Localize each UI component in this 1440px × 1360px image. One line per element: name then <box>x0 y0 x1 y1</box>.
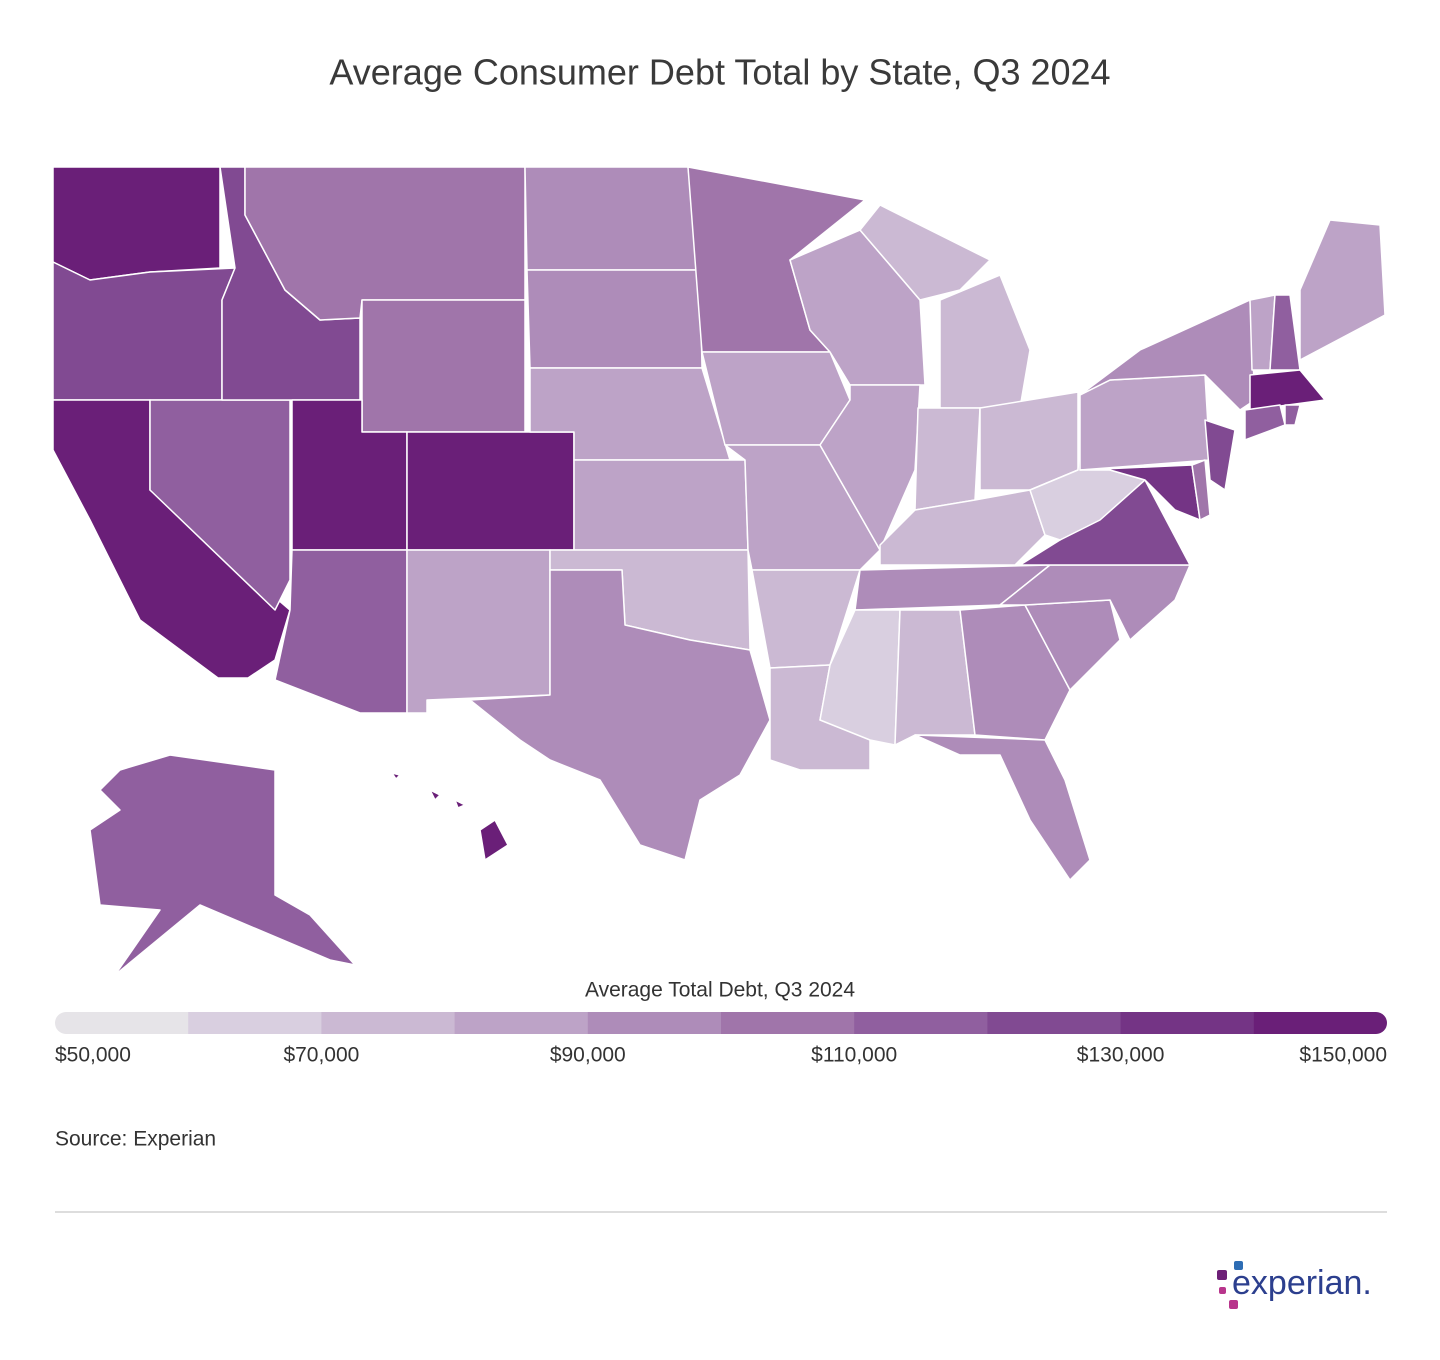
state <box>1244 404 1286 441</box>
legend-swatch <box>587 1012 722 1034</box>
legend-tick-label: $90,000 <box>550 1044 626 1067</box>
state <box>526 269 703 369</box>
chart-title: Average Consumer Debt Total by State, Q3… <box>329 52 1110 93</box>
legend-swatch <box>321 1012 456 1034</box>
logo-text: experian. <box>1232 1264 1372 1302</box>
state <box>1191 459 1211 521</box>
logo-dot <box>1234 1261 1243 1270</box>
state <box>914 407 981 511</box>
legend-swatch <box>1120 1012 1255 1034</box>
state <box>52 166 221 281</box>
state <box>1269 294 1301 371</box>
state <box>979 391 1079 491</box>
legend-swatch <box>854 1012 988 1034</box>
legend-swatch <box>55 1012 189 1034</box>
state <box>244 166 526 321</box>
legend-swatch <box>1253 1012 1387 1034</box>
state <box>1249 369 1326 411</box>
state <box>1204 419 1236 491</box>
state <box>859 204 1031 409</box>
legend: $50,000 $70,000 $90,000 $110,000 $130,000 $15… <box>55 1012 1387 1067</box>
legend-swatch <box>188 1012 322 1034</box>
legend-swatch <box>454 1012 589 1034</box>
state <box>894 609 976 746</box>
state <box>914 734 1091 881</box>
legend-swatch <box>987 1012 1122 1034</box>
state <box>274 549 408 714</box>
legend-tick-label: $70,000 <box>283 1044 359 1067</box>
state <box>701 351 851 446</box>
legend-tick-label: $50,000 <box>55 1044 131 1067</box>
legend-tick-label: $110,000 <box>811 1044 897 1067</box>
state <box>1284 404 1301 426</box>
legend-tick-label: $150,000 <box>1299 1044 1387 1067</box>
state <box>1299 219 1386 361</box>
legend-bar <box>55 1012 1387 1034</box>
state <box>406 549 551 714</box>
state <box>1079 374 1211 471</box>
state <box>406 431 575 551</box>
legend-tick-label: $130,000 <box>1077 1044 1165 1067</box>
legend-swatch <box>721 1012 855 1034</box>
state <box>89 754 356 976</box>
state <box>524 166 701 271</box>
logo-dot <box>1219 1287 1226 1294</box>
logo-dot <box>1217 1270 1227 1280</box>
state <box>469 569 771 861</box>
logo: experian. <box>1217 1261 1372 1309</box>
source: Source: Experian <box>55 1128 216 1151</box>
state <box>361 299 526 433</box>
logo-dot <box>1229 1300 1238 1309</box>
state <box>391 772 509 861</box>
map <box>52 166 1386 976</box>
legend-title: Average Total Debt, Q3 2024 <box>585 979 855 1002</box>
state <box>52 261 236 401</box>
state <box>1079 299 1256 411</box>
state <box>573 459 749 551</box>
